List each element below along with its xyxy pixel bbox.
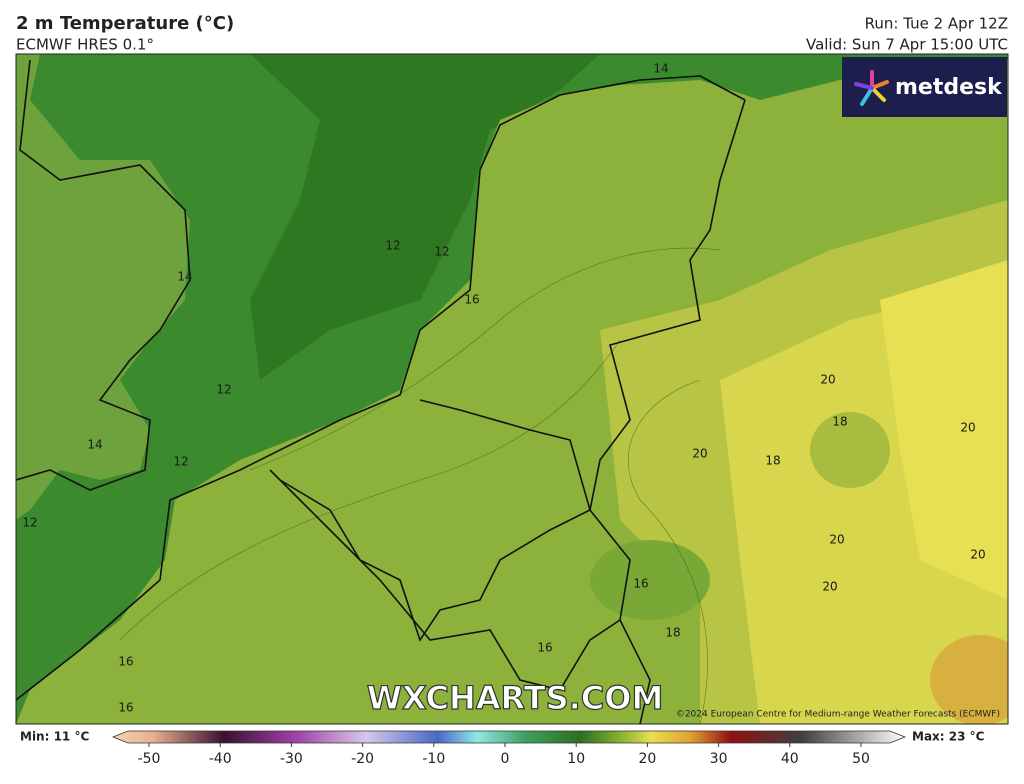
colorbar-tick-label: 10 [567,751,585,767]
contour-label: 20 [829,533,844,547]
min-label: Min: 11 °C [20,730,89,744]
colorbar-tick-label: 20 [638,751,656,767]
logo-icon [854,70,889,106]
subtitle: ECMWF HRES 0.1° [16,36,154,54]
contour-label: 12 [173,455,188,469]
colorbar-tick-label: 50 [852,751,870,767]
contour-label: 20 [970,548,985,562]
contour-label: 18 [665,626,680,640]
map: 14 12 12 14 16 12 20 18 20 14 20 18 12 12 20 20 16 20 18 16… [16,54,1008,724]
logo-text: metdesk [895,75,1003,100]
coastline [16,59,191,491]
colorbar-tick-label: -20 [351,751,374,767]
isotherm [627,379,708,724]
contour-label: 20 [692,447,707,461]
cool-spot [590,540,710,620]
contour-label: 20 [820,373,835,387]
colorbar-tick-label: -30 [280,751,303,767]
isotherm [119,339,621,641]
colorbar-tick-label: 0 [501,751,510,767]
copyright: ©2024 European Centre for Medium-range W… [676,710,1000,720]
valid-time: Valid: Sun 7 Apr 15:00 UTC [806,36,1008,54]
run-time: Run: Tue 2 Apr 12Z [865,15,1008,33]
contour-label: 14 [177,270,192,284]
map-frame [15,53,1009,725]
contour-label: 16 [633,577,648,591]
contour-label: 18 [765,454,780,468]
contour-label: 14 [87,438,102,452]
logo: metdesk [842,57,1007,117]
contour-label: 18 [832,415,847,429]
border [279,399,591,642]
contour-label: 16 [118,655,133,669]
max-label: Max: 23 °C [912,730,985,744]
colorbar-scale [111,730,907,744]
warmest-zone [880,260,1008,600]
cool-spot [810,412,890,488]
watermark: WXCHARTS.COM [367,679,664,717]
contour-labels: 14 12 12 14 16 12 20 18 20 14 20 18 12 12 20 20 16 20 18 16… [22,62,985,715]
contour-label: 16 [464,293,479,307]
colorbar-tick-label: -40 [209,751,232,767]
colorbar-tick-label: -10 [422,751,445,767]
isotherm [249,247,721,471]
colorbar-tick-label: -50 [138,751,161,767]
title: 2 m Temperature (°C) [16,13,234,34]
cool-sea [250,54,600,380]
colorbar-tick-label: 30 [710,751,728,767]
colorbar-tick-label: 40 [781,751,799,767]
hot-spot [930,635,1008,724]
border [269,469,621,691]
contour-label: 14 [653,62,668,76]
colorbar: Min: 11 °C Max: 23 °C -50 -40 -30 -20 -10 0 10… [20,730,985,768]
contour-label: 16 [537,641,552,655]
contour-label: 12 [434,245,449,259]
contour-label: 16 [118,701,133,715]
contour-label: 12 [385,239,400,253]
contour-label: 20 [822,580,837,594]
contour-label: 12 [22,516,37,530]
contour-label: 12 [216,383,231,397]
coastline [16,75,746,701]
contour-label: 20 [960,421,975,435]
